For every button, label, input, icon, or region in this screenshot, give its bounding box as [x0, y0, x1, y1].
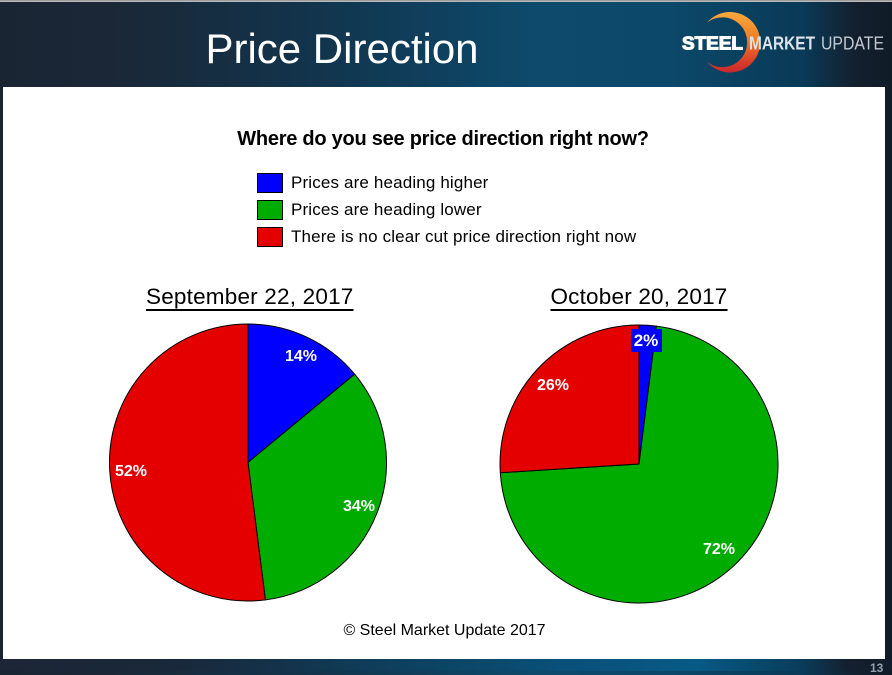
svg-text:MARKET: MARKET	[749, 34, 815, 54]
svg-text:UPDATE: UPDATE	[821, 33, 884, 54]
svg-text:STEEL: STEEL	[682, 34, 743, 54]
